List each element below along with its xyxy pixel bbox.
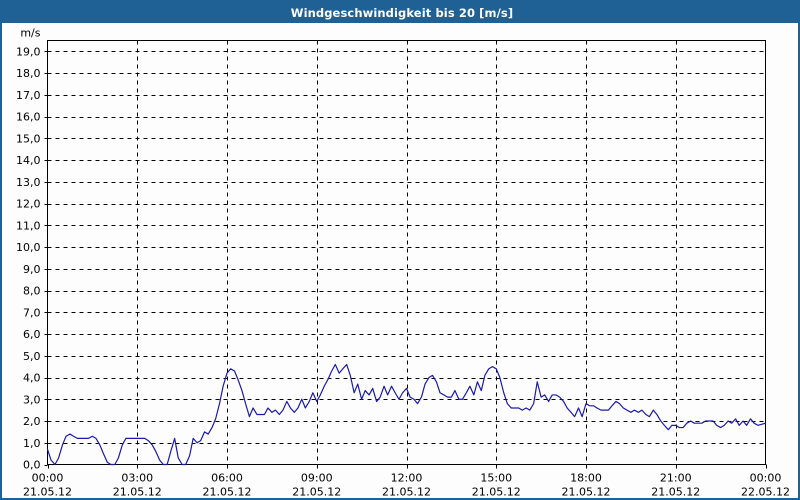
- page-title: Windgeschwindigkeit bis 20 [m/s]: [290, 5, 514, 20]
- x-axis-date-label: 21.05.12: [23, 486, 72, 499]
- y-axis-tick-label: 11,0: [16, 219, 41, 232]
- x-axis-date-label: 21.05.12: [562, 486, 611, 499]
- chart-canvas: 0,0 1,0 2,0 3,0 4,0 5,0 6,0 7,0 8,0 9,0 10,0 11,0 12…: [2, 23, 798, 498]
- x-axis-date-label: 21.05.12: [203, 486, 252, 499]
- y-axis-tick-label: 17,0: [16, 89, 41, 102]
- y-axis-tick-label: 18,0: [16, 67, 41, 80]
- y-axis-tick-label: 12,0: [16, 198, 41, 211]
- y-axis-tick-label: 16,0: [16, 111, 41, 124]
- y-axis-tick-label: 19,0: [16, 45, 41, 58]
- x-axis-time-label: 15:00: [480, 472, 512, 485]
- x-axis-time-label: 06:00: [211, 472, 243, 485]
- data-series-layer: [46, 363, 767, 466]
- y-axis-tick-label: 15,0: [16, 132, 41, 145]
- y-axis-tick-label: 10,0: [16, 241, 41, 254]
- y-axis-tick-label: 13,0: [16, 176, 41, 189]
- x-axis-date-label: 22.05.12: [741, 486, 790, 499]
- y-axis-tick-label: 9,0: [23, 263, 41, 276]
- axis-layer: [47, 40, 766, 465]
- y-axis-tick-label: 6,0: [23, 328, 41, 341]
- plot-frame: [47, 40, 766, 465]
- y-axis-tick-label: 14,0: [16, 154, 41, 167]
- x-axis-time-label: 21:00: [660, 472, 692, 485]
- y-axis-tick-label: 8,0: [23, 285, 41, 298]
- wind-speed-line-chart: 0,0 1,0 2,0 3,0 4,0 5,0 6,0 7,0 8,0 9,0 10,0 11,0 12…: [16, 27, 790, 499]
- y-axis-tick-label: 7,0: [23, 306, 41, 319]
- x-axis-date-label: 21.05.12: [292, 486, 341, 499]
- y-axis-tick-label: 5,0: [23, 350, 41, 363]
- x-axis-labels: 00:0021.05.1203:0021.05.1206:0021.05.120…: [23, 472, 790, 499]
- y-axis-unit-label: m/s: [20, 27, 40, 40]
- tick-mark-layer: [44, 51, 767, 469]
- x-axis-date-label: 21.05.12: [651, 486, 700, 499]
- y-axis-tick-label: 1,0: [23, 437, 41, 450]
- x-axis-date-label: 21.05.12: [472, 486, 521, 499]
- x-axis-time-label: 00:00: [32, 472, 64, 485]
- y-axis-tick-label: 2,0: [23, 415, 41, 428]
- x-axis-time-label: 18:00: [570, 472, 602, 485]
- grid-layer: [47, 40, 766, 465]
- x-axis-time-label: 12:00: [391, 472, 423, 485]
- y-axis-tick-label: 4,0: [23, 372, 41, 385]
- x-axis-time-label: 00:00: [750, 472, 782, 485]
- window-title-bar: Windgeschwindigkeit bis 20 [m/s]: [2, 2, 798, 23]
- x-axis-time-label: 03:00: [121, 472, 153, 485]
- y-axis-tick-label: 3,0: [23, 393, 41, 406]
- wind-speed-series-line: [46, 363, 767, 466]
- x-axis-date-label: 21.05.12: [382, 486, 431, 499]
- y-axis-unit-label-text: m/s: [20, 27, 40, 40]
- y-axis-labels: 0,0 1,0 2,0 3,0 4,0 5,0 6,0 7,0 8,0 9,0 10,0 11,0 12…: [16, 45, 41, 471]
- x-axis-date-label: 21.05.12: [113, 486, 162, 499]
- x-axis-time-label: 09:00: [301, 472, 333, 485]
- y-axis-tick-label: 0,0: [23, 459, 41, 472]
